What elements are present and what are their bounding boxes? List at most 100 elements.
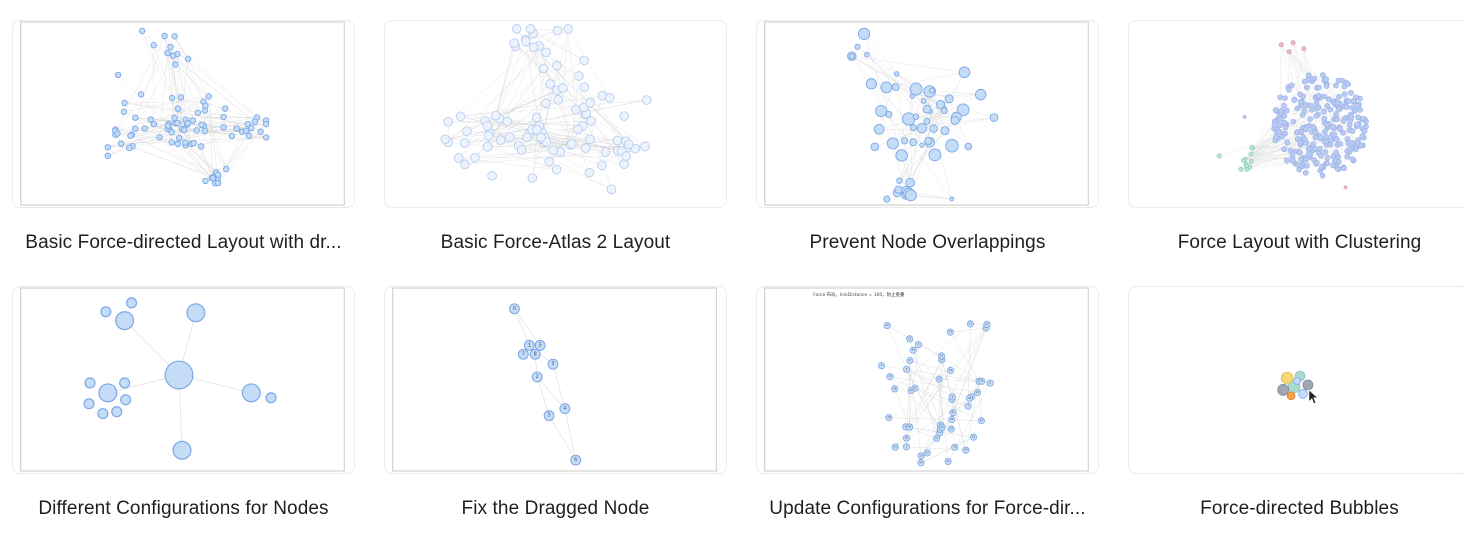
graph-edge <box>906 370 951 439</box>
graph-edge <box>132 127 252 147</box>
graph-node <box>1349 139 1356 146</box>
example-card-prevent-overlap[interactable]: Prevent Node Overlappings <box>756 20 1099 286</box>
graph-node <box>97 408 109 420</box>
example-card-update-config[interactable]: Force 布局，linkDistance = 100，防止重叠 0123456… <box>756 286 1099 549</box>
thumbnail-clustering[interactable] <box>1128 20 1464 208</box>
example-card-bubbles[interactable]: Force-directed Bubbles <box>1128 286 1464 549</box>
graph-node <box>579 82 590 92</box>
graph-node <box>517 348 529 360</box>
graph-node <box>251 118 259 126</box>
graph-node <box>265 392 277 404</box>
graph-node <box>585 134 595 145</box>
example-card-force-atlas[interactable]: Basic Force-Atlas 2 Layout <box>384 20 727 286</box>
graph-node <box>115 311 135 331</box>
graph-force-basic <box>20 21 345 206</box>
graph-node <box>120 394 132 406</box>
graph-node <box>612 135 623 146</box>
example-title[interactable]: Force-directed Bubbles <box>1200 498 1399 519</box>
thumbnail-fix-dragged[interactable]: 0 1 5 7 8 3 2 4 5 6 <box>384 286 727 474</box>
thumbnail-node-configs[interactable] <box>12 286 355 474</box>
graph-node <box>1313 159 1320 166</box>
graph-node <box>1279 133 1285 140</box>
example-title[interactable]: Fix the Dragged Node <box>461 498 650 519</box>
graph-edge <box>460 116 583 127</box>
graph-node <box>1352 108 1358 114</box>
example-title[interactable]: Basic Force-Atlas 2 Layout <box>440 232 671 253</box>
graph-node <box>962 446 970 454</box>
graph-node <box>197 143 205 150</box>
graph-node <box>171 114 178 122</box>
graph-edge <box>914 387 941 430</box>
graph-node <box>1321 108 1327 115</box>
graph-node <box>1323 83 1330 89</box>
graph-node <box>156 134 163 141</box>
example-title[interactable]: Different Configurations for Nodes <box>38 498 329 519</box>
graph-node <box>453 153 464 163</box>
graph-node <box>209 175 217 182</box>
example-title[interactable]: Prevent Node Overlappings <box>809 232 1046 253</box>
graph-node <box>559 403 571 415</box>
graph-node <box>205 93 212 100</box>
graph-node <box>184 119 191 127</box>
graph-node <box>168 139 176 146</box>
example-title[interactable]: Update Configurations for Force-dir... <box>769 498 1086 519</box>
graph-edge <box>894 323 971 390</box>
graph-node <box>1283 157 1290 164</box>
graph-node <box>1349 156 1356 163</box>
graph-node <box>483 131 494 141</box>
thumbnail-bubbles[interactable] <box>1128 286 1464 474</box>
graph-node <box>1354 140 1361 146</box>
graph-node <box>989 113 999 122</box>
graph-edge <box>208 96 214 179</box>
graph-node <box>875 105 888 118</box>
graph-node-label: 27 <box>935 436 939 440</box>
graph-node <box>597 160 607 171</box>
graph-node <box>1318 163 1325 170</box>
graph-node <box>606 184 617 195</box>
thumbnail-force-basic[interactable] <box>12 20 355 208</box>
graph-node <box>505 132 515 142</box>
graph-node <box>1354 103 1361 109</box>
example-card-node-configs[interactable]: Different Configurations for Nodes <box>12 286 355 549</box>
graph-node <box>1294 105 1301 112</box>
thumbnail-update-config[interactable]: Force 布局，linkDistance = 100，防止重叠 0123456… <box>756 286 1099 474</box>
graph-node <box>1289 157 1296 164</box>
example-card-fix-dragged[interactable]: 0 1 5 7 8 3 2 4 5 6 Fix the Dragged Node <box>384 286 727 549</box>
graph-edge <box>170 46 183 130</box>
graph-edge <box>107 110 206 156</box>
graph-edge <box>909 360 922 456</box>
graph-edge <box>896 130 946 194</box>
example-title[interactable]: Basic Force-directed Layout with dr... <box>25 232 342 253</box>
graph-edge <box>1252 147 1356 150</box>
graph-node <box>1301 107 1308 114</box>
graph-edge <box>447 46 534 123</box>
thumbnail-prevent-overlap[interactable] <box>756 20 1099 208</box>
graph-node <box>1337 125 1343 132</box>
thumbnail-force-atlas[interactable] <box>384 20 727 208</box>
graph-edge <box>117 46 171 134</box>
graph-node <box>482 141 493 152</box>
graph-node <box>937 352 945 360</box>
graph-node <box>1300 93 1307 100</box>
example-card-force-basic[interactable]: Basic Force-directed Layout with dr... <box>12 20 355 286</box>
graph-edge <box>928 90 933 141</box>
graph-node <box>1273 134 1279 140</box>
graph-node <box>894 185 903 194</box>
graph-node <box>100 306 112 318</box>
graph-edge <box>208 96 218 179</box>
graph-node <box>1244 166 1250 172</box>
graph-node <box>221 105 229 112</box>
graph-node <box>640 141 650 152</box>
graph-edge <box>1292 42 1305 140</box>
graph-node <box>164 360 194 390</box>
graph-node <box>978 377 986 385</box>
graph-node <box>945 138 959 153</box>
graph-node <box>1276 128 1283 135</box>
graph-node <box>883 322 891 330</box>
graph-node-label: 35 <box>940 353 944 357</box>
graph-node <box>244 120 252 128</box>
graph-edge <box>888 114 952 200</box>
example-card-clustering[interactable]: Force Layout with Clustering <box>1128 20 1464 286</box>
graph-node <box>1238 166 1244 172</box>
example-title[interactable]: Force Layout with Clustering <box>1177 232 1422 253</box>
